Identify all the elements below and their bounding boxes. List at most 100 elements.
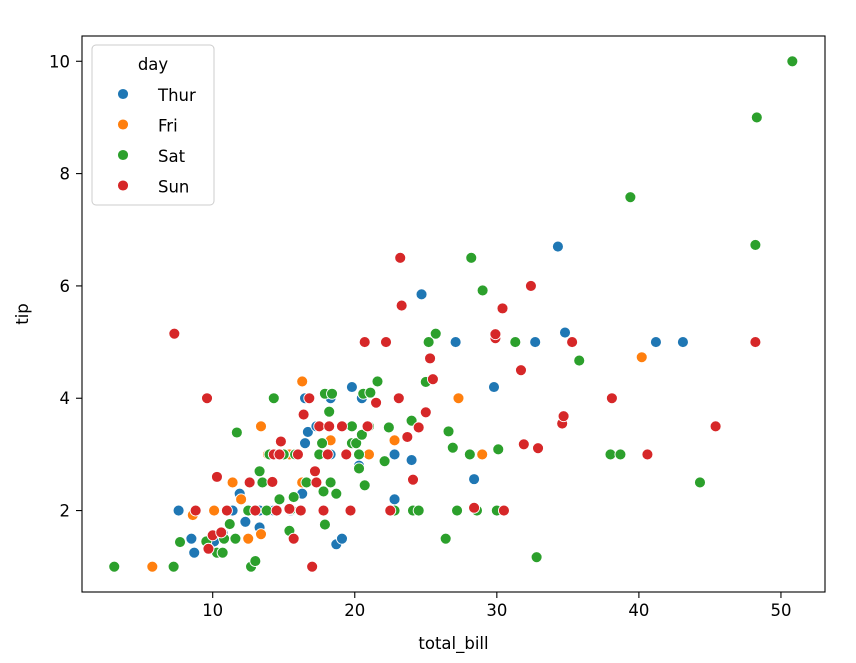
data-point-sun	[220, 504, 233, 517]
data-point-sat	[287, 491, 300, 504]
data-point-thur	[415, 288, 428, 301]
data-point-sun	[407, 473, 419, 486]
data-point-sun	[189, 504, 202, 517]
data-point-fri	[296, 375, 309, 388]
data-point-sat	[345, 420, 358, 433]
data-point-sat	[604, 448, 617, 461]
data-point-sun	[497, 504, 510, 517]
data-point-sun	[370, 396, 383, 409]
legend: day Thur Fri Sat Sun	[91, 44, 215, 206]
data-point-sun	[270, 504, 283, 517]
data-point-sat	[624, 191, 637, 204]
data-point-sat	[267, 392, 280, 405]
data-point-sat	[463, 448, 476, 461]
data-point-sat	[223, 518, 236, 530]
data-point-sat	[324, 476, 337, 489]
data-point-sun	[287, 532, 300, 545]
data-point-sun	[380, 336, 392, 349]
data-point-sun	[321, 448, 334, 461]
x-tick-label: 30	[486, 601, 507, 620]
data-point-sun	[291, 448, 304, 461]
data-point-sat	[429, 327, 442, 340]
legend-label-sun: Sun	[158, 178, 189, 197]
data-point-sun	[749, 336, 762, 349]
data-point-sat	[465, 251, 478, 264]
data-point-sat	[358, 479, 371, 492]
data-point-sun	[641, 448, 654, 461]
legend-marker-thur	[117, 88, 129, 100]
data-point-fri	[363, 448, 375, 461]
data-point-sat	[249, 555, 262, 568]
data-point-sun	[273, 448, 286, 461]
data-point-sat	[378, 455, 391, 468]
data-point-sun	[605, 392, 618, 405]
x-tick-label: 50	[770, 601, 791, 620]
data-point-sat	[530, 551, 543, 564]
data-point-thur	[676, 336, 689, 349]
legend-label-fri: Fri	[158, 117, 178, 136]
data-point-sun	[310, 476, 323, 489]
y-axis-label: tip	[13, 303, 32, 325]
data-point-fri	[255, 420, 267, 433]
data-point-sat	[230, 426, 243, 439]
data-point-thur	[488, 381, 500, 393]
data-point-sat	[439, 532, 452, 545]
data-point-sat	[750, 111, 763, 124]
data-point-thur	[649, 336, 662, 349]
data-point-fri	[452, 392, 465, 405]
data-point-sat	[260, 504, 273, 517]
data-point-thur	[551, 240, 564, 253]
data-point-sun	[392, 392, 405, 405]
data-point-sun	[384, 504, 397, 517]
data-point-sun	[274, 435, 287, 448]
y-tick-label: 10	[49, 52, 70, 71]
data-point-sun	[557, 410, 570, 423]
y-tick-label: 8	[60, 165, 71, 184]
series-fri	[146, 351, 648, 573]
data-point-fri	[226, 476, 239, 489]
data-point-thur	[299, 437, 311, 450]
data-point-sat	[353, 448, 365, 461]
data-point-sat	[316, 437, 329, 450]
data-point-sat	[749, 238, 762, 251]
data-point-sat	[167, 560, 180, 573]
data-point-sat	[317, 485, 330, 498]
data-point-thur	[529, 336, 542, 349]
data-point-sat	[318, 518, 331, 531]
data-point-thur	[449, 336, 462, 349]
data-point-sun	[517, 438, 530, 451]
data-point-sun	[306, 560, 319, 573]
data-point-thur	[172, 504, 185, 517]
data-point-sat	[786, 55, 799, 68]
data-point-sun	[340, 448, 353, 461]
data-point-sun	[361, 420, 374, 433]
data-point-sat	[300, 476, 313, 489]
data-point-sat	[330, 487, 343, 500]
data-point-sat	[382, 421, 395, 434]
plot-frame	[81, 35, 826, 593]
data-point-sat	[108, 560, 121, 573]
data-point-sat	[509, 336, 522, 349]
data-point-thur	[345, 381, 358, 393]
data-point-fri	[146, 560, 159, 573]
data-point-sat	[573, 354, 586, 367]
data-point-sun	[202, 542, 215, 555]
data-point-thur	[239, 515, 252, 528]
data-point-sun	[283, 502, 296, 515]
legend-entries: Thur Fri Sat Sun	[117, 86, 196, 197]
data-point-sat	[174, 536, 186, 548]
legend-marker-sat	[117, 149, 129, 161]
data-point-thur	[468, 473, 481, 486]
data-point-sat	[442, 425, 455, 438]
data-point-thur	[388, 448, 401, 461]
data-point-fri	[476, 448, 489, 461]
x-axis-label: total_bill	[418, 634, 488, 654]
data-point-fri	[208, 504, 221, 517]
data-point-sat	[326, 387, 338, 400]
x-tick-label: 40	[628, 601, 649, 620]
data-point-sun	[309, 465, 321, 478]
points-layer	[108, 55, 799, 573]
data-point-sat	[273, 493, 286, 506]
data-point-sat	[229, 532, 242, 545]
y-tick-label: 2	[60, 502, 71, 521]
